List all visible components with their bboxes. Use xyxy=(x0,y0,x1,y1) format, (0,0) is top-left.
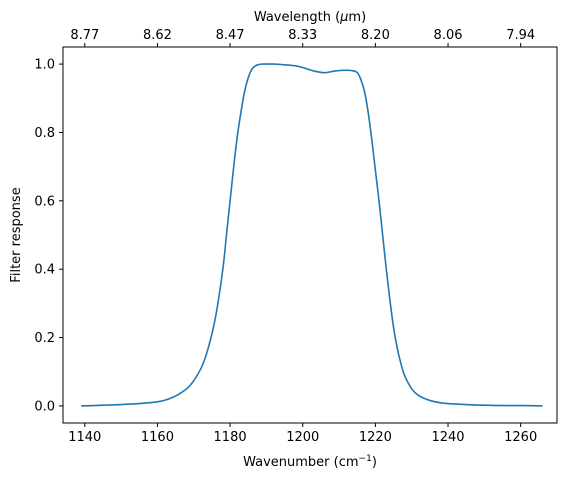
x-tick-label: 1180 xyxy=(214,430,247,445)
y-tick-label: 0.2 xyxy=(34,331,55,346)
top-axis-label: Wavelength (μm) xyxy=(254,10,366,25)
y-tick-label: 0.8 xyxy=(34,126,55,141)
y-tick-label: 0.6 xyxy=(34,194,55,209)
x-tick-label: 1200 xyxy=(286,430,319,445)
top-tick-label: 8.33 xyxy=(288,28,317,43)
y-tick-label: 0.0 xyxy=(34,399,55,414)
x-tick-label: 1260 xyxy=(504,430,537,445)
y-axis-label: Filter response xyxy=(9,187,24,282)
top-tick-label: 8.77 xyxy=(70,28,99,43)
x-tick-label: 1160 xyxy=(141,430,174,445)
top-tick-label: 7.94 xyxy=(506,28,535,43)
filter-response-line xyxy=(81,63,543,407)
top-tick-label: 8.06 xyxy=(434,28,463,43)
top-tick-label: 8.62 xyxy=(143,28,172,43)
y-tick-label: 1.0 xyxy=(34,58,55,73)
top-tick-label: 8.47 xyxy=(216,28,245,43)
top-tick-label: 8.20 xyxy=(361,28,390,43)
y-tick-label: 0.4 xyxy=(34,263,55,278)
plot-frame xyxy=(62,46,558,424)
x-tick-label: 1240 xyxy=(431,430,464,445)
x-tick-label: 1220 xyxy=(359,430,392,445)
x-tick-label: 1140 xyxy=(68,430,101,445)
x-axis-label: Wavenumber (cm−1) xyxy=(243,454,377,470)
